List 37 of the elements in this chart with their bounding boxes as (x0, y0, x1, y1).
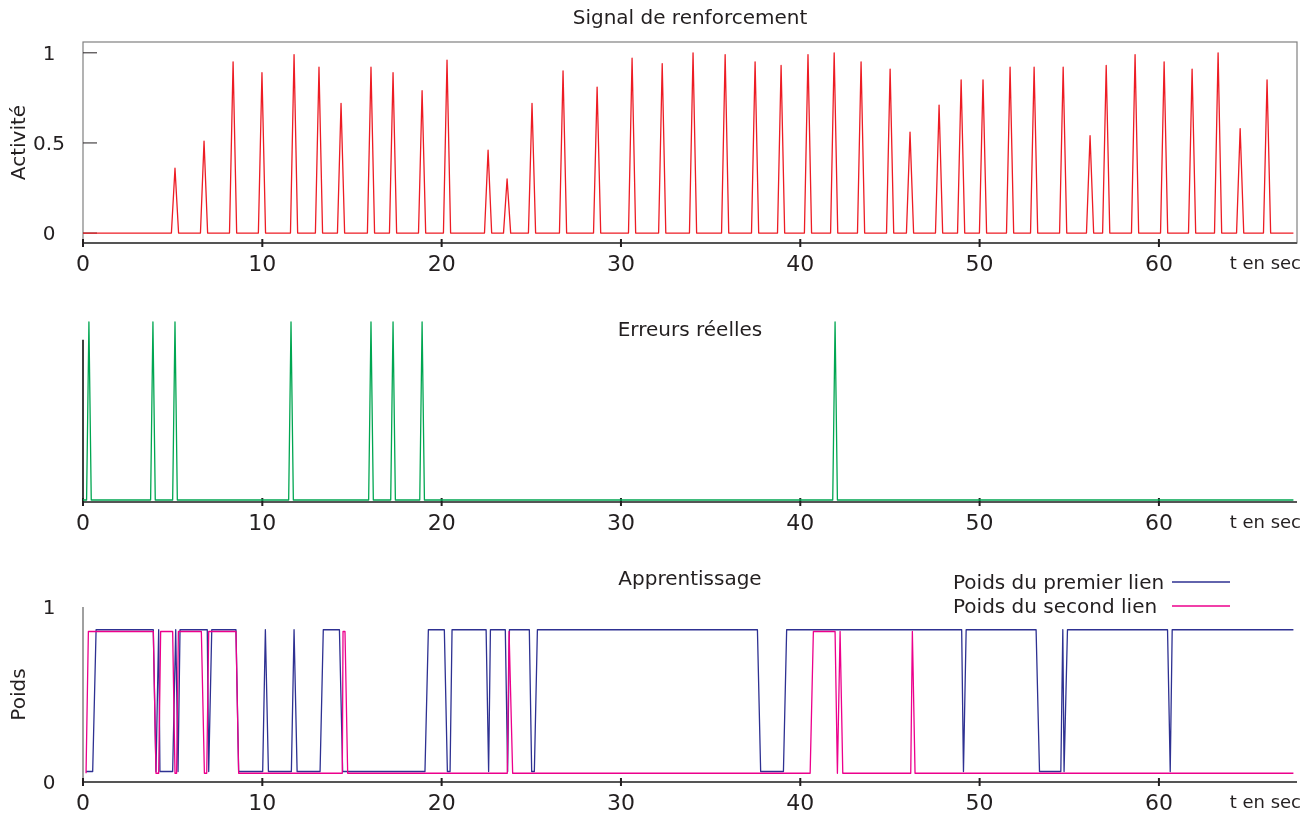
x-tick-label: 50 (965, 510, 994, 535)
x-tick-label: 40 (786, 510, 815, 535)
x-tick-label: 40 (786, 790, 815, 815)
x-tick-label: 10 (248, 251, 277, 276)
x-tick-label: 10 (248, 510, 277, 535)
legend-label: Poids du second lien (953, 594, 1158, 618)
y-tick-label: 0 (42, 770, 56, 794)
x-tick-label: 20 (427, 251, 456, 276)
x-tick-label: 60 (1144, 790, 1173, 815)
x-tick-label: 10 (248, 790, 277, 815)
y-tick-label: 0.5 (33, 130, 65, 155)
chart-title: Signal de renforcement (572, 5, 808, 29)
x-tick-label: 0 (76, 510, 90, 535)
x-tick-label: 0 (76, 790, 90, 815)
chart-title: Erreurs réelles (617, 317, 763, 341)
y-tick-label: 0 (42, 221, 56, 246)
x-tick-label: 0 (76, 251, 90, 276)
x-tick-label: 40 (786, 251, 815, 276)
chart-title: Apprentissage (618, 566, 762, 590)
x-tick-label: 30 (606, 790, 635, 815)
x-axis-title: t en sec (1229, 791, 1301, 812)
x-tick-label: 30 (606, 510, 635, 535)
x-tick-label: 60 (1144, 510, 1173, 535)
y-tick-label: 1 (42, 595, 56, 619)
x-tick-label: 50 (965, 251, 994, 276)
x-axis-title: t en sec (1229, 252, 1301, 273)
x-tick-label: 50 (965, 790, 994, 815)
x-tick-label: 60 (1144, 251, 1173, 276)
x-tick-label: 20 (427, 510, 456, 535)
line-series (82, 52, 1295, 234)
x-tick-label: 20 (427, 790, 456, 815)
legend-label: Poids du premier lien (953, 570, 1165, 594)
y-axis-title: Activité (6, 104, 30, 181)
y-tick-label: 1 (42, 40, 56, 65)
y-axis-title: Poids (6, 668, 30, 721)
x-axis-title: t en sec (1229, 511, 1301, 532)
x-tick-label: 30 (606, 251, 635, 276)
